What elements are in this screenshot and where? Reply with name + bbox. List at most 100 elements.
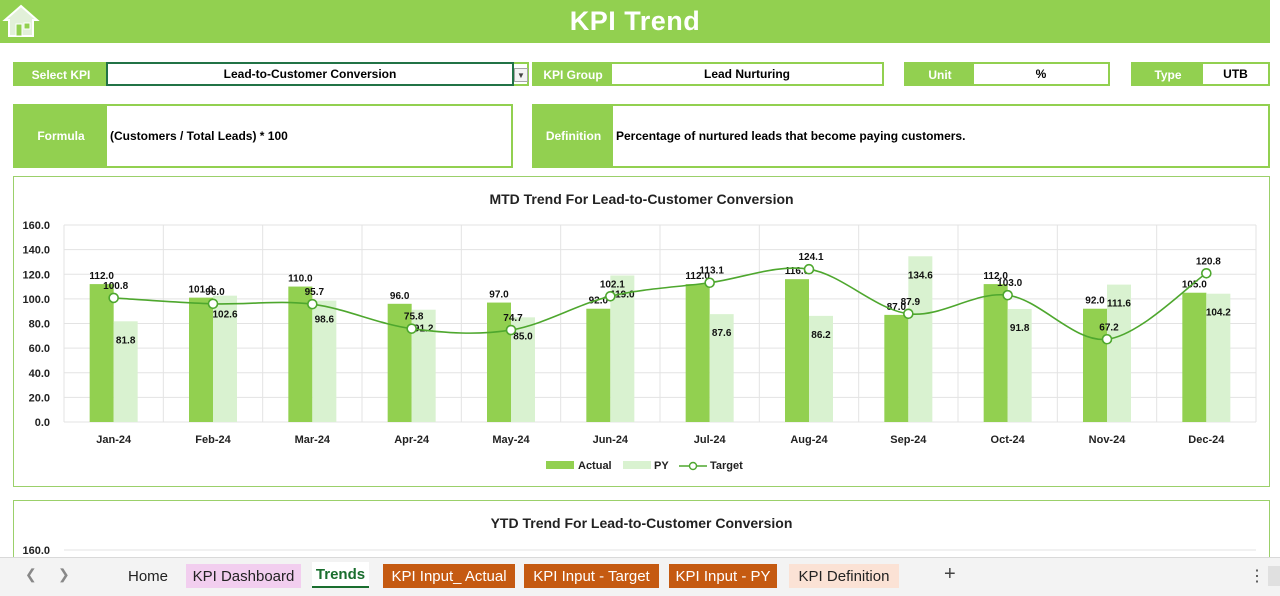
- bar-py: [908, 256, 933, 422]
- tab-home[interactable]: Home: [118, 564, 178, 588]
- data-label-target: 75.8: [404, 312, 424, 323]
- x-tick-label: Apr-24: [394, 434, 430, 446]
- ytd-chart-svg: 160.0: [22, 545, 1256, 557]
- target-point: [108, 292, 119, 304]
- x-tick-label: Sep-24: [890, 434, 927, 446]
- formula-value: (Customers / Total Leads) * 100: [110, 129, 288, 143]
- chevron-left-icon[interactable]: ❮: [25, 566, 37, 582]
- x-tick-label: Dec-24: [1188, 434, 1225, 446]
- definition-box: [532, 104, 1270, 168]
- type-value: UTB: [1203, 62, 1270, 86]
- data-label-actual: 105.0: [1182, 280, 1207, 291]
- x-tick-label: May-24: [492, 434, 530, 446]
- bar-py: [312, 300, 337, 422]
- tab-trends[interactable]: Trends: [312, 562, 369, 588]
- type-label: Type: [1133, 64, 1203, 85]
- target-point: [704, 277, 715, 289]
- x-tick-label: Feb-24: [195, 434, 231, 446]
- data-label-actual: 92.0: [589, 296, 609, 307]
- legend-swatch-actual: [546, 461, 574, 469]
- data-label-py: 86.2: [811, 330, 831, 341]
- tab-kpi-input-py[interactable]: KPI Input - PY: [669, 564, 777, 588]
- legend-label-py: PY: [654, 460, 669, 472]
- data-label-py: 91.8: [1010, 323, 1030, 334]
- target-point: [406, 323, 417, 334]
- mtd-chart-title: MTD Trend For Lead-to-Customer Conversio…: [489, 191, 794, 207]
- kpi-group-value: Lead Nurturing: [612, 62, 884, 86]
- x-tick-label: Nov-24: [1089, 434, 1127, 446]
- bar-actual: [785, 279, 809, 422]
- definition-value: Percentage of nurtured leads that become…: [616, 129, 966, 143]
- plus-icon[interactable]: +: [944, 563, 956, 585]
- target-point: [1002, 289, 1013, 301]
- data-label-py: 87.6: [712, 328, 732, 339]
- mtd-chart-panel[interactable]: MTD Trend For Lead-to-Customer Conversio…: [13, 176, 1270, 487]
- mtd-chart-svg: 0.0 20.0 40.0 60.0 80.0 100.0 120.0 140.0 160.0 1…: [22, 220, 1257, 472]
- data-label-py: 98.6: [315, 315, 335, 326]
- x-tick-label: Jun-24: [593, 434, 629, 446]
- legend-label-target: Target: [710, 460, 743, 472]
- ytd-chart-title: YTD Trend For Lead-to-Customer Conversio…: [490, 515, 793, 531]
- bar-actual: [288, 286, 313, 422]
- data-label-py: 119.0: [610, 289, 635, 300]
- legend-swatch-py: [623, 461, 651, 469]
- y-tick-label: 0.0: [35, 417, 50, 429]
- data-label-py: 85.0: [513, 331, 533, 342]
- data-label-target: 102.1: [600, 279, 625, 290]
- data-label-actual: 110.0: [288, 274, 313, 285]
- unit-value: %: [974, 62, 1110, 86]
- more-vertical-icon[interactable]: ⋮: [1249, 568, 1265, 585]
- y-tick-label: 120.0: [22, 269, 50, 281]
- bar-actual: [586, 308, 611, 422]
- chevron-down-icon[interactable]: ▼: [514, 68, 528, 82]
- data-label-py: 111.6: [1107, 299, 1131, 310]
- data-label-target: 95.7: [305, 287, 325, 298]
- page-title: KPI Trend: [569, 6, 701, 36]
- target-point: [207, 298, 219, 310]
- bar-actual: [387, 303, 412, 422]
- bar-py: [1206, 293, 1231, 422]
- y-tick-label: 60.0: [29, 343, 50, 355]
- scroll-thumb[interactable]: [1268, 566, 1280, 586]
- sheet-tab-bar: ❮ ❯ Home KPI Dashboard Trends KPI Input_ Ac…: [0, 557, 1280, 596]
- tab-kpi-definition[interactable]: KPI Definition: [789, 564, 899, 588]
- data-label-actual: 96.0: [390, 291, 410, 302]
- data-label-target: 87.9: [901, 297, 921, 308]
- data-label-target: 67.2: [1099, 322, 1119, 333]
- data-label-py: 91.2: [414, 324, 434, 335]
- y-tick-label: 100.0: [22, 294, 50, 306]
- target-point: [505, 324, 517, 336]
- data-label-target: 96.0: [205, 287, 225, 298]
- bar-py: [709, 314, 734, 422]
- bar-actual: [983, 284, 1008, 422]
- target-point: [803, 263, 815, 275]
- x-tick-label: Mar-24: [295, 434, 331, 446]
- data-label-actual: 116.0: [785, 266, 810, 277]
- y-tick-label: 160.0: [22, 220, 50, 232]
- bar-actual: [89, 284, 114, 422]
- tab-kpi-dashboard[interactable]: KPI Dashboard: [186, 564, 301, 588]
- select-kpi-label: Select KPI: [15, 64, 107, 85]
- legend-label-actual: Actual: [578, 460, 612, 472]
- data-label-actual: 112.0: [685, 271, 710, 282]
- data-label-actual: 97.0: [489, 290, 509, 301]
- y-tick-label: 160.0: [22, 545, 50, 557]
- target-point: [1101, 333, 1113, 345]
- data-label-target: 124.1: [798, 252, 823, 263]
- home-icon[interactable]: [2, 2, 40, 40]
- target-point: [605, 290, 616, 302]
- bar-py: [113, 321, 138, 422]
- target-point: [1201, 267, 1212, 279]
- bar-py: [1107, 284, 1131, 422]
- data-label-actual: 92.0: [1085, 296, 1105, 307]
- formula-label: Formula: [15, 106, 107, 166]
- tab-kpi-input-target[interactable]: KPI Input - Target: [524, 564, 659, 588]
- select-kpi-dropdown[interactable]: Lead-to-Customer Conversion: [106, 62, 514, 86]
- x-tick-label: Jul-24: [694, 434, 727, 446]
- chevron-right-icon[interactable]: ❯: [58, 566, 70, 582]
- y-tick-label: 140.0: [22, 245, 50, 257]
- bar-py: [610, 275, 635, 422]
- bar-py: [1007, 308, 1032, 422]
- tab-kpi-input-actual[interactable]: KPI Input_ Actual: [383, 564, 515, 588]
- data-label-actual: 87.0: [887, 302, 907, 313]
